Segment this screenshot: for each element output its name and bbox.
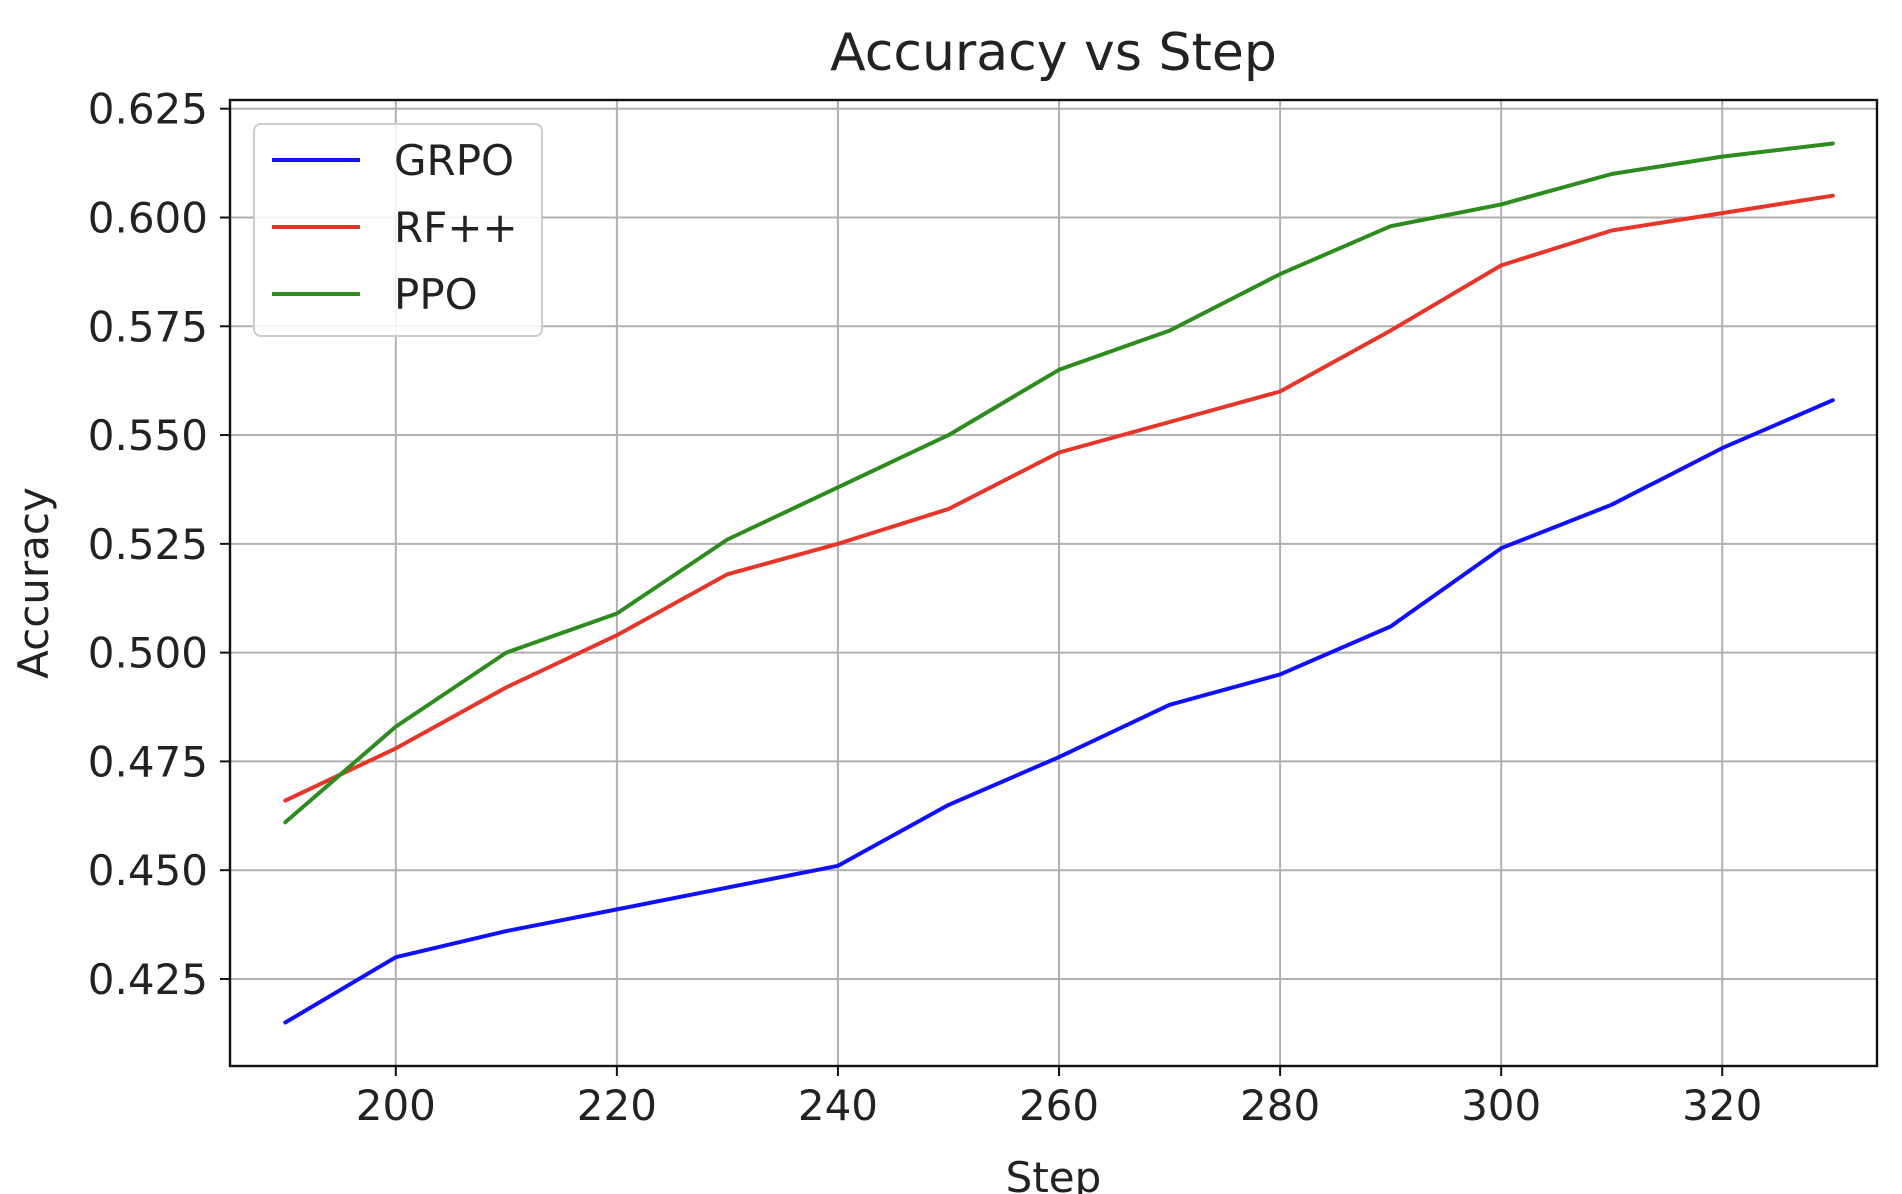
y-tick-label: 0.625	[88, 85, 208, 134]
series-line-ppo	[283, 141, 1835, 825]
x-axis-label: Step	[1006, 1153, 1102, 1194]
x-tick-label: 240	[798, 1081, 878, 1130]
y-tick-label: 0.425	[88, 955, 208, 1004]
x-tick-label: 200	[356, 1081, 436, 1130]
y-tick-label: 0.475	[88, 737, 208, 786]
legend-label-ppo: PPO	[394, 270, 478, 319]
x-tick-label: 280	[1240, 1081, 1320, 1130]
x-tick-label: 300	[1461, 1081, 1541, 1130]
plot-frame	[228, 98, 1879, 1068]
legend-label-rf: RF++	[394, 203, 518, 252]
y-axis-label: Accuracy	[9, 487, 58, 679]
y-tick-label: 0.525	[88, 520, 208, 569]
axis-ticks: 200 220 240 260 280 300 320 0.425 0.450 0.475 0.50…	[88, 85, 1763, 1130]
x-tick-label: 220	[577, 1081, 657, 1130]
legend-box	[253, 123, 543, 337]
legend-label-grpo: GRPO	[394, 136, 514, 185]
series-line-grpo	[283, 398, 1835, 1025]
y-tick-label: 0.600	[88, 193, 208, 242]
y-tick-label: 0.550	[88, 411, 208, 460]
series-lines	[283, 141, 1835, 1025]
x-tick-label: 320	[1682, 1081, 1762, 1130]
series-line-rf	[283, 193, 1835, 803]
chart-title: Accuracy vs Step	[830, 23, 1277, 83]
y-tick-label: 0.450	[88, 846, 208, 895]
x-tick-label: 260	[1019, 1081, 1099, 1130]
y-tick-label: 0.500	[88, 629, 208, 678]
legend: GRPO RF++ PPO	[253, 123, 543, 337]
y-tick-label: 0.575	[88, 302, 208, 351]
